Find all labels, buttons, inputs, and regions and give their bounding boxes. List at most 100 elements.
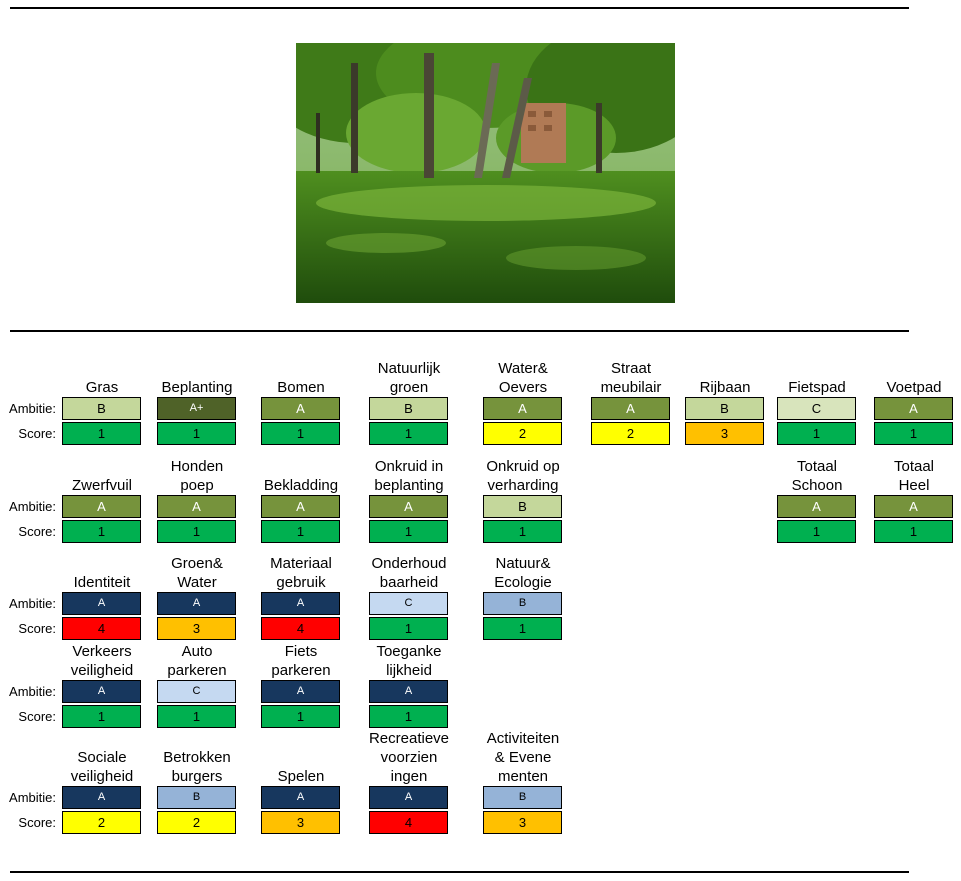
- ambitie-cell: A: [261, 592, 340, 615]
- category-title: Identiteit: [73, 574, 131, 591]
- ambitie-cell: A: [369, 495, 448, 518]
- ambitie-cell: B: [62, 397, 141, 420]
- ambitie-label: Ambitie:: [9, 596, 56, 611]
- score-label: Score:: [18, 426, 56, 441]
- score-cell: 1: [62, 520, 141, 543]
- ambitie-cell: B: [483, 495, 562, 518]
- score-label: Score:: [18, 524, 56, 539]
- score-cell: 1: [483, 520, 562, 543]
- ambitie-label: Ambitie:: [9, 790, 56, 805]
- category-title: Voetpad: [886, 379, 942, 396]
- score-cell: 2: [591, 422, 670, 445]
- category-title: Straat meubilair: [600, 360, 662, 396]
- score-cell: 1: [261, 520, 340, 543]
- score-cell: 1: [62, 705, 141, 728]
- category-title: Onkruid in beplanting: [374, 458, 444, 494]
- ambitie-cell: C: [369, 592, 448, 615]
- ambitie-cell: C: [777, 397, 856, 420]
- score-cell: 3: [685, 422, 764, 445]
- category-title: Zwerfvuil: [71, 477, 132, 494]
- ambitie-cell: B: [483, 786, 562, 809]
- score-label: Score:: [18, 815, 56, 830]
- score-cell: 1: [369, 520, 448, 543]
- score-cell: 1: [874, 422, 953, 445]
- ambitie-cell: A: [157, 495, 236, 518]
- park-trees-image: [296, 43, 675, 303]
- ambitie-cell: B: [685, 397, 764, 420]
- category-title: Sociale veiligheid: [70, 749, 134, 785]
- top-divider: [10, 7, 909, 9]
- category-title: Beplanting: [161, 379, 233, 396]
- category-title: Rijbaan: [699, 379, 751, 396]
- category-title: Recreatieve voorzien ingen: [368, 730, 450, 785]
- score-cell: 3: [261, 811, 340, 834]
- score-cell: 4: [369, 811, 448, 834]
- ambitie-label: Ambitie:: [9, 401, 56, 416]
- score-cell: 3: [483, 811, 562, 834]
- ambitie-cell: A+: [157, 397, 236, 420]
- ambitie-cell: A: [157, 592, 236, 615]
- ambitie-cell: A: [591, 397, 670, 420]
- ambitie-cell: A: [261, 786, 340, 809]
- ambitie-cell: C: [157, 680, 236, 703]
- score-cell: 1: [261, 705, 340, 728]
- score-cell: 1: [777, 520, 856, 543]
- category-title: Onderhoud baarheid: [371, 555, 447, 591]
- ambitie-label: Ambitie:: [9, 499, 56, 514]
- ambitie-cell: A: [483, 397, 562, 420]
- category-title: Onkruid op verharding: [486, 458, 560, 494]
- ambitie-cell: A: [62, 592, 141, 615]
- category-title: Verkeers veiligheid: [70, 643, 134, 679]
- category-title: Groen& Water: [171, 555, 223, 591]
- ambitie-cell: A: [261, 495, 340, 518]
- category-title: Bekladding: [263, 477, 339, 494]
- category-title: Totaal Schoon: [791, 458, 843, 494]
- category-title: Fietspad: [788, 379, 846, 396]
- ambitie-cell: A: [62, 680, 141, 703]
- ambitie-label: Ambitie:: [9, 684, 56, 699]
- score-cell: 4: [62, 617, 141, 640]
- category-title: Fiets parkeren: [271, 643, 331, 679]
- score-cell: 1: [483, 617, 562, 640]
- ambitie-cell: A: [369, 786, 448, 809]
- ambitie-cell: A: [874, 397, 953, 420]
- ambitie-cell: B: [483, 592, 562, 615]
- category-title: Activiteiten & Evene menten: [486, 730, 560, 785]
- score-cell: 4: [261, 617, 340, 640]
- score-cell: 1: [874, 520, 953, 543]
- ambitie-cell: A: [874, 495, 953, 518]
- category-title: Water& Oevers: [498, 360, 548, 396]
- category-title: Materiaal gebruik: [270, 555, 332, 591]
- category-title: Natuurlijk groen: [377, 360, 441, 396]
- ambitie-cell: A: [369, 680, 448, 703]
- score-label: Score:: [18, 621, 56, 636]
- ambitie-cell: B: [369, 397, 448, 420]
- score-cell: 2: [157, 811, 236, 834]
- park-photo: [296, 43, 675, 303]
- score-cell: 1: [261, 422, 340, 445]
- category-title: Betrokken burgers: [163, 749, 231, 785]
- score-cell: 1: [369, 617, 448, 640]
- ambitie-cell: A: [62, 786, 141, 809]
- category-title: Spelen: [277, 768, 325, 785]
- score-cell: 1: [369, 705, 448, 728]
- score-cell: 2: [62, 811, 141, 834]
- category-title: Totaal Heel: [893, 458, 935, 494]
- score-cell: 1: [157, 520, 236, 543]
- score-cell: 1: [62, 422, 141, 445]
- category-title: Natuur& Ecologie: [494, 555, 552, 591]
- score-cell: 1: [369, 422, 448, 445]
- ambitie-cell: A: [62, 495, 141, 518]
- score-cell: 3: [157, 617, 236, 640]
- ambitie-cell: A: [261, 680, 340, 703]
- category-title: Auto parkeren: [167, 643, 227, 679]
- score-cell: 2: [483, 422, 562, 445]
- category-title: Bomen: [277, 379, 325, 396]
- ambitie-cell: B: [157, 786, 236, 809]
- ambitie-cell: A: [261, 397, 340, 420]
- score-cell: 1: [777, 422, 856, 445]
- score-cell: 1: [157, 705, 236, 728]
- middle-divider: [10, 330, 909, 332]
- category-title: Toeganke lijkheid: [376, 643, 442, 679]
- category-title: Gras: [85, 379, 119, 396]
